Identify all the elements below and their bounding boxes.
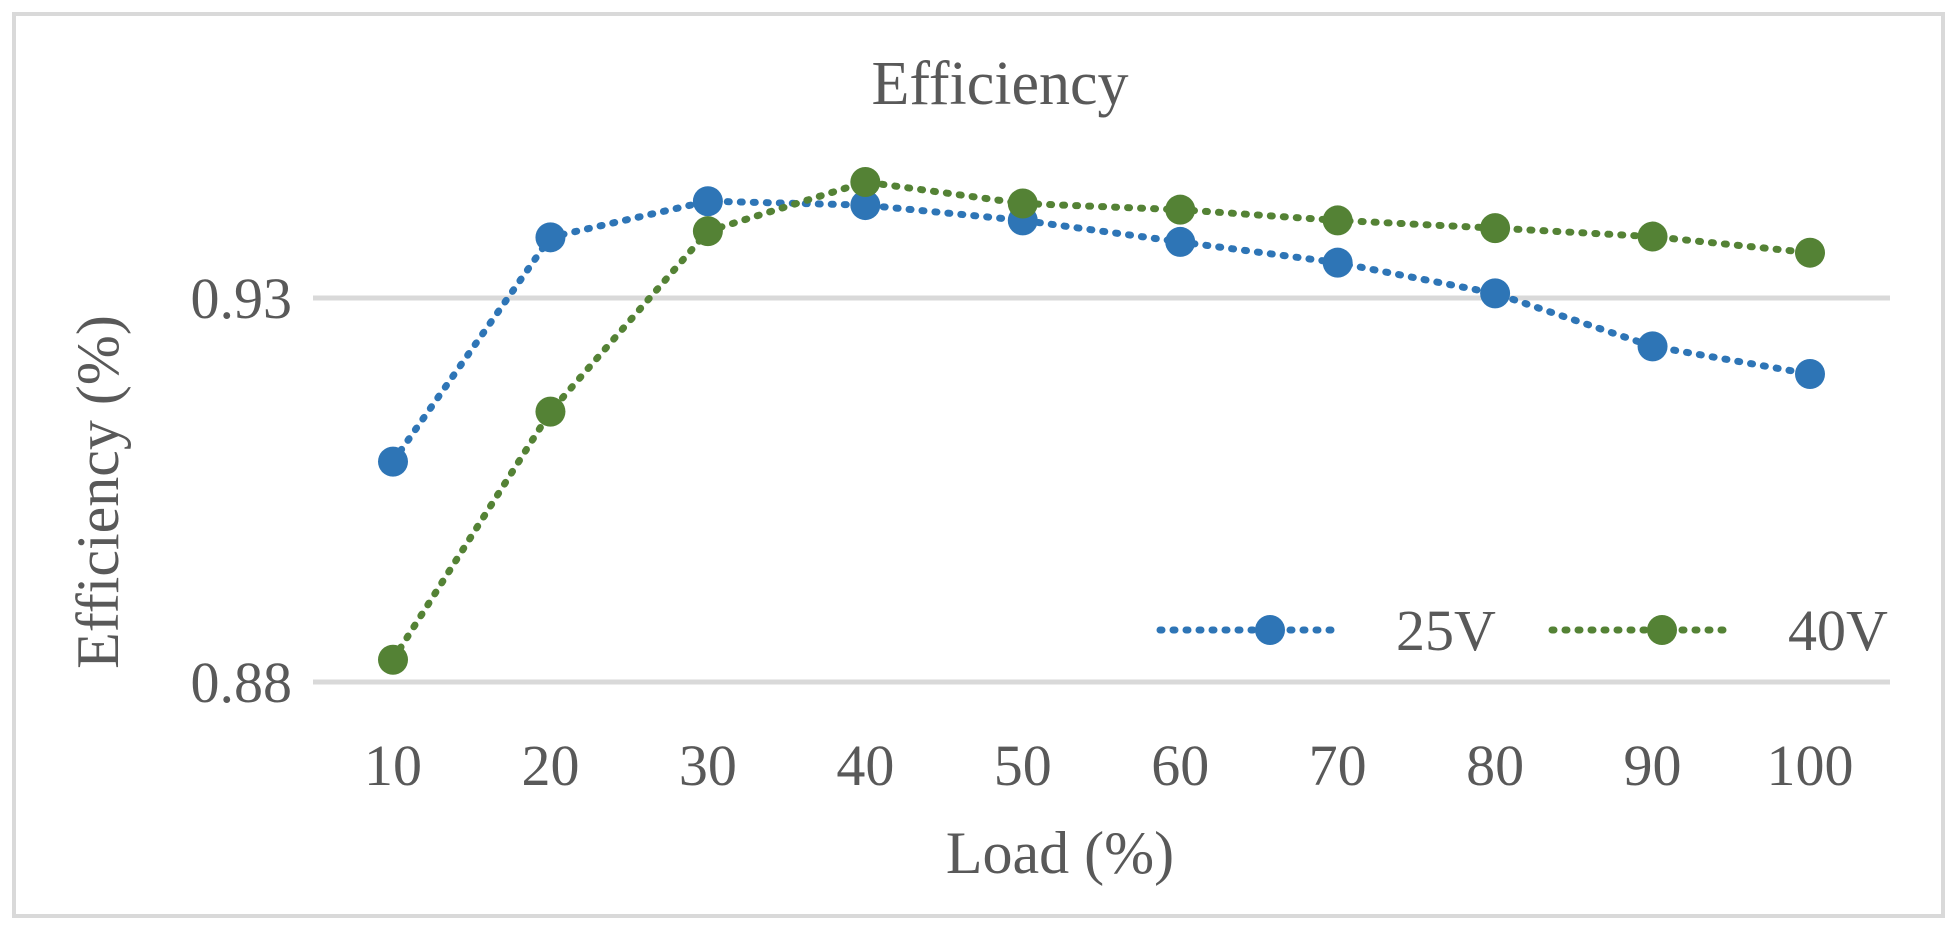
legend-label: 40V (1788, 598, 1888, 663)
legend-item-25V: 25V (1156, 598, 1496, 663)
data-point (1795, 237, 1825, 268)
x-tick-label: 90 (1624, 733, 1682, 798)
series-25V (378, 186, 1825, 477)
y-tick-label: 0.93 (191, 266, 293, 331)
data-point (535, 222, 566, 253)
x-tick-label: 10 (364, 733, 422, 798)
series-group (378, 167, 1825, 675)
series-line-40V (389, 178, 1814, 664)
data-point (850, 167, 881, 198)
data-point (850, 190, 881, 221)
data-point (1165, 226, 1196, 257)
series-line-25V (389, 197, 1814, 466)
data-point (692, 186, 723, 217)
x-tick-label: 30 (679, 733, 737, 798)
data-point (692, 216, 723, 247)
x-tick-label: 50 (994, 733, 1052, 798)
x-axis-ticks: 10 20 30 40 50 60 70 80 90 100 (364, 733, 1854, 798)
data-point (1637, 331, 1668, 362)
data-point (378, 644, 408, 675)
y-tick-label: 0.88 (191, 650, 293, 715)
data-point (1007, 188, 1038, 219)
data-point (1480, 213, 1511, 244)
x-tick-label: 20 (521, 733, 579, 798)
chart-frame (12, 12, 1945, 918)
legend-item-40V: 40V (1548, 598, 1888, 663)
data-point (535, 396, 566, 427)
legend-marker (1255, 615, 1285, 645)
legend-marker (1647, 615, 1677, 645)
series-40V (378, 167, 1825, 675)
legend-label: 25V (1396, 598, 1496, 663)
x-tick-label: 40 (836, 733, 894, 798)
x-axis-label: Load (%) (946, 820, 1174, 886)
x-tick-label: 80 (1466, 733, 1524, 798)
data-point (1322, 247, 1353, 278)
chart-title: Efficiency (871, 50, 1128, 118)
data-point (1795, 359, 1825, 390)
gridlines (313, 295, 1890, 685)
y-axis-label: Efficiency (%) (65, 315, 131, 669)
x-tick-label: 70 (1309, 733, 1367, 798)
x-tick-label: 60 (1151, 733, 1209, 798)
data-point (378, 446, 408, 477)
data-point (1165, 194, 1196, 225)
data-point (1322, 205, 1353, 236)
y-axis-ticks: 0.88 0.93 (191, 266, 293, 715)
legend: 25V 40V (1156, 598, 1888, 663)
x-tick-label: 100 (1767, 733, 1854, 798)
data-point (1480, 278, 1511, 309)
data-point (1637, 221, 1668, 252)
